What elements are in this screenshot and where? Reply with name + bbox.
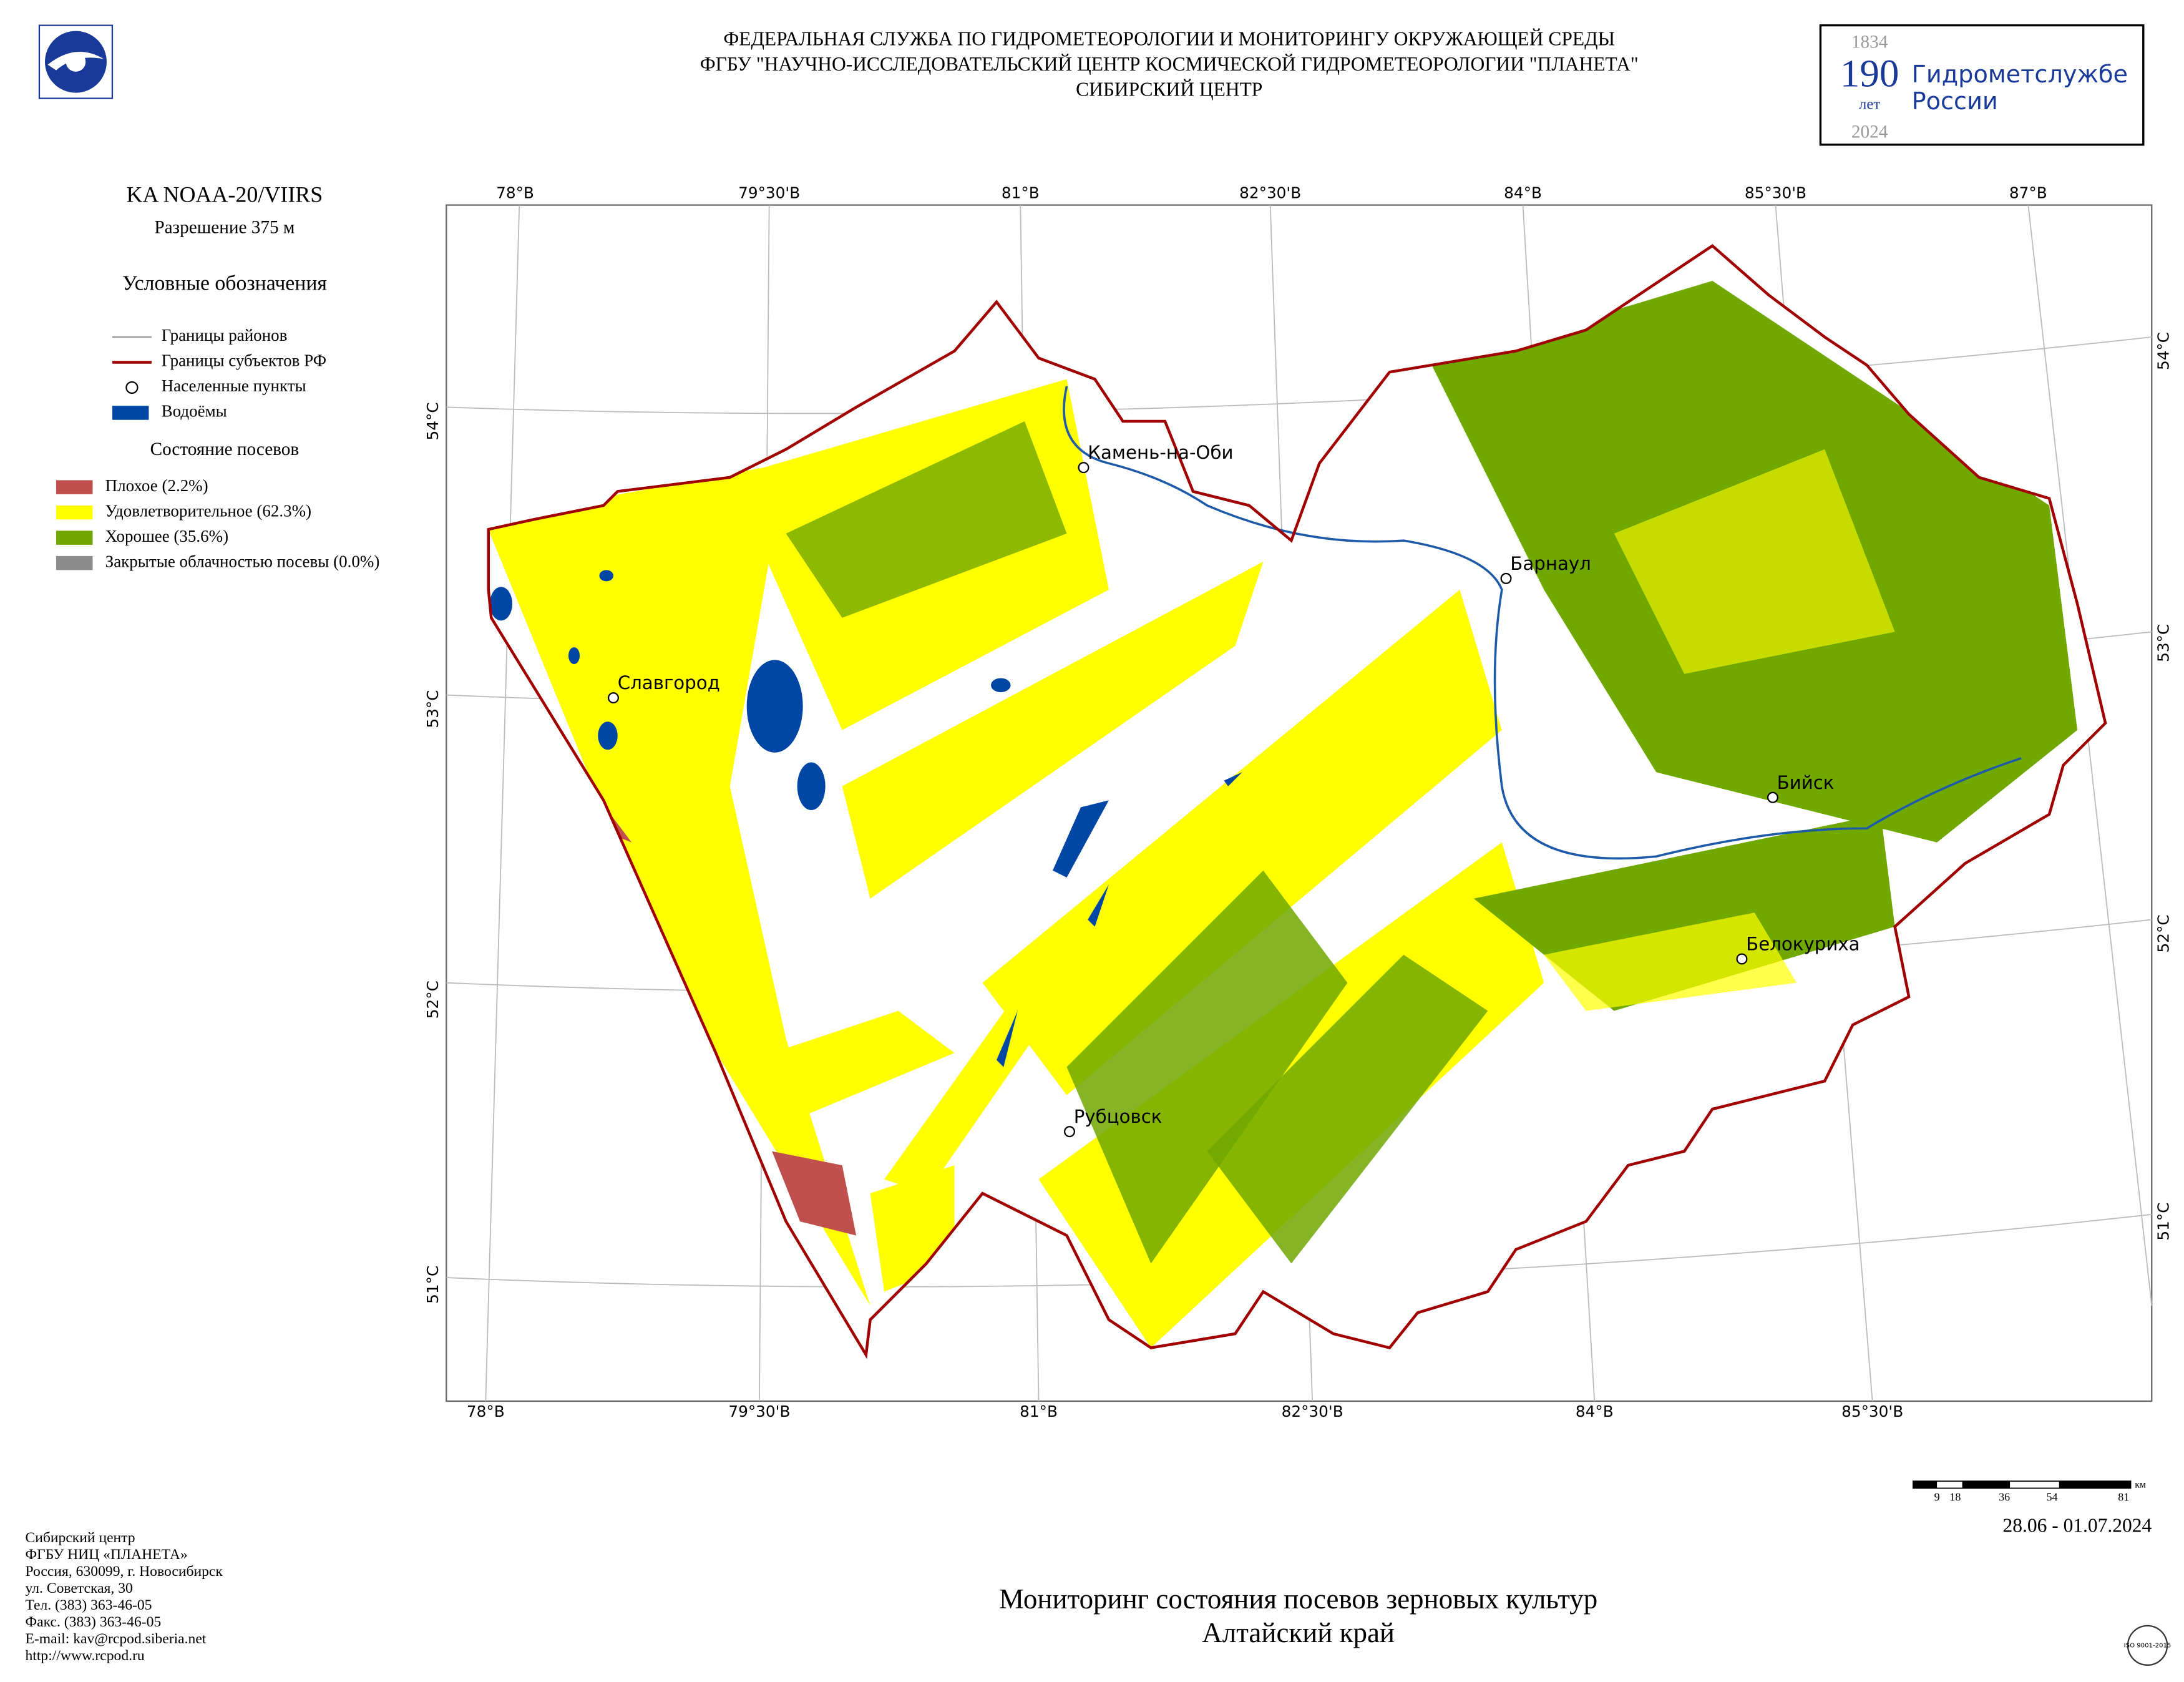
crop-swatch <box>56 555 93 570</box>
crop-title: Состояние посевов <box>150 439 300 459</box>
crop-label: Плохое (2.2%) <box>105 476 208 495</box>
header-line: СИБИРСКИЙ ЦЕНТР <box>1076 79 1262 100</box>
iso-text: ISO 9001-2015 <box>2124 1642 2172 1649</box>
lat-label: 51°С <box>2155 1203 2173 1241</box>
crop-swatch <box>56 480 93 494</box>
city-label: Белокуриха <box>1746 933 1860 954</box>
anniv-text: России <box>1912 88 1998 115</box>
logo <box>38 24 114 99</box>
footer-line: Факс. (383) 363-46-05 <box>25 1614 161 1630</box>
footer-line: Сибирский центр <box>25 1530 135 1546</box>
lon-label: 78°В <box>467 1402 505 1420</box>
header-line: ФГБУ "НАУЧНО-ИССЛЕДОВАТЕЛЬСКИЙ ЦЕНТР КОС… <box>700 53 1639 75</box>
city-label: Барнаул <box>1510 553 1591 574</box>
small-text: лет <box>1859 96 1880 113</box>
legend-circle <box>125 381 139 394</box>
scale-segment <box>1913 1481 1938 1489</box>
big-number: 190 <box>1840 51 1899 95</box>
year-start: 1834 <box>1851 32 1888 52</box>
lat-label: 52°С <box>2155 914 2173 952</box>
legend-swatch <box>112 406 149 420</box>
header-line: ФЕДЕРАЛЬНАЯ СЛУЖБА ПО ГИДРОМЕТЕОРОЛОГИИ … <box>723 28 1615 50</box>
scale-segment <box>2059 1481 2131 1489</box>
city-marker <box>1078 462 1090 474</box>
city-marker <box>1500 572 1512 584</box>
city-marker <box>1064 1126 1076 1138</box>
footer-line: Тел. (383) 363-46-05 <box>25 1597 152 1613</box>
lon-label: 85°30'В <box>1841 1402 1903 1420</box>
legend-label: Границы субъектов РФ <box>162 351 326 370</box>
crop-swatch <box>56 505 93 520</box>
lat-label: 53°С <box>2155 624 2173 662</box>
footer-line: http://www.rcpod.ru <box>25 1648 144 1664</box>
lon-label: 84°В <box>1576 1402 1614 1420</box>
lon-label: 78°В <box>496 184 534 202</box>
scale-label: 54 <box>2047 1490 2058 1503</box>
crop-label: Удовлетворительное (62.3%) <box>105 501 311 520</box>
legend-title: Условные обозначения <box>122 272 327 295</box>
city-label: Рубцовск <box>1074 1106 1163 1127</box>
title: Мониторинг состояния посевов зерновых ку… <box>999 1583 1597 1615</box>
crop-label: Хорошее (35.6%) <box>105 527 228 545</box>
lon-label: 87°В <box>2009 184 2047 202</box>
date: 28.06 - 01.07.2024 <box>2003 1515 2152 1537</box>
lon-label: 81°В <box>1002 184 1040 202</box>
crop-label: Закрытые облачностью посевы (0.0%) <box>105 552 380 570</box>
crop-swatch <box>56 531 93 545</box>
lat-label: 51°С <box>424 1266 442 1304</box>
anniv-text: Гидрометслужбе <box>1912 61 2128 89</box>
scale-segment <box>1962 1481 2011 1489</box>
lat-label: 52°С <box>424 980 442 1019</box>
scale-label: 9 <box>1934 1490 1940 1503</box>
lat-label: 54°С <box>424 402 442 440</box>
lat-label: 53°С <box>424 690 442 728</box>
legend-label: Границы районов <box>162 326 288 345</box>
anniversary-logo: 1834 190 лет Гидрометслужбе России 2024 <box>1819 24 2145 146</box>
scale-label: 81 <box>2118 1490 2129 1503</box>
iso-logo: ISO 9001-2015 <box>2124 1625 2172 1666</box>
lon-label: 79°30'В <box>728 1402 790 1420</box>
title: Алтайский край <box>1202 1617 1395 1648</box>
lat-label: 54°С <box>2155 332 2173 370</box>
footer-line: ФГБУ НИЦ «ПЛАНЕТА» <box>25 1547 187 1563</box>
scale-label: 36 <box>1999 1490 2010 1503</box>
resolution: Разрешение 375 м <box>154 217 295 237</box>
legend-label: Населенные пункты <box>162 376 306 395</box>
lon-label: 82°30'В <box>1239 184 1301 202</box>
city-label: Бийск <box>1777 772 1835 793</box>
city-marker <box>607 692 619 704</box>
footer-line: ул. Советская, 30 <box>25 1580 132 1596</box>
scale-unit: км <box>2135 1480 2146 1490</box>
footer-line: Россия, 630099, г. Новосибирск <box>25 1563 223 1580</box>
legend-label: Водоёмы <box>162 402 227 421</box>
satellite: KA NOAA-20/VIIRS <box>127 182 323 207</box>
city-marker <box>1767 791 1778 803</box>
city-marker <box>1736 953 1748 965</box>
city-label: Камень-на-Оби <box>1088 442 1233 463</box>
year-end: 2024 <box>1851 122 1888 142</box>
lon-label: 79°30'В <box>738 184 800 202</box>
lon-label: 84°В <box>1504 184 1542 202</box>
city-label: Славгород <box>618 672 720 693</box>
lon-label: 85°30'В <box>1745 184 1806 202</box>
footer-line: E-mail: kav@rcpod.siberia.net <box>25 1631 206 1647</box>
lon-label: 82°30'В <box>1282 1402 1343 1420</box>
lon-label: 81°В <box>1020 1402 1058 1420</box>
scale-label: 18 <box>1949 1490 1961 1503</box>
